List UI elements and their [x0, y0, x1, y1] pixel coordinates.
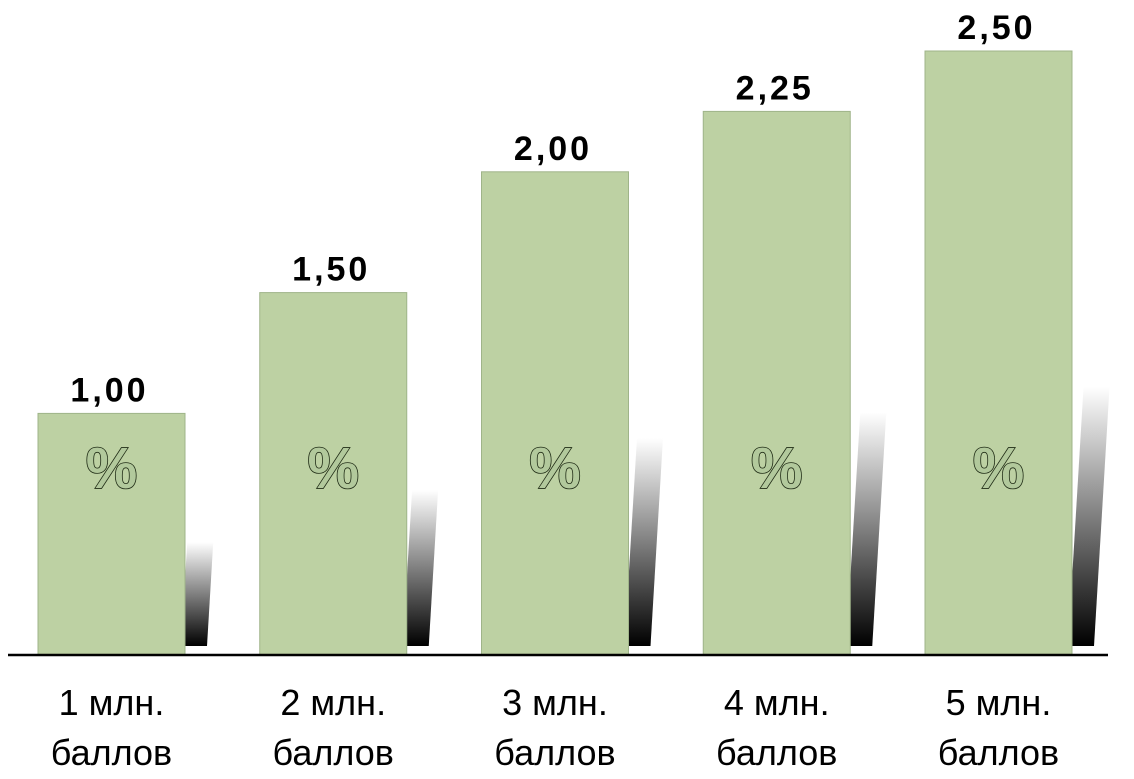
bar-shadows [181, 386, 1110, 646]
category-unit: баллов [494, 732, 615, 773]
percent-symbol: % [751, 436, 803, 501]
category-amount: 1 млн. [59, 682, 165, 723]
bar-shadow [624, 438, 663, 646]
value-labels: 1,00 1,50 2,00 2,25 2,50 [70, 9, 1035, 409]
category-unit: баллов [273, 732, 394, 773]
bars: %%%%% [37, 50, 1073, 656]
category-amount: 4 млн. [724, 682, 830, 723]
percent-symbol: % [529, 436, 581, 501]
bar-shadow [1068, 386, 1110, 646]
data-label: 1,00 [70, 371, 148, 409]
category-amount: 5 млн. [946, 682, 1052, 723]
category-unit: баллов [938, 732, 1059, 773]
bar-shadow [181, 542, 214, 646]
category-tick-label: 5 млн. баллов [938, 682, 1059, 773]
percent-symbol: % [973, 436, 1025, 501]
category-amount: 2 млн. [280, 682, 386, 723]
category-tick-label: 4 млн. баллов [716, 682, 837, 773]
bar [702, 110, 851, 656]
data-label: 1,50 [292, 251, 370, 289]
bar-shadow [402, 490, 439, 646]
category-unit: баллов [716, 732, 837, 773]
category-amount: 3 млн. [502, 682, 608, 723]
category-tick-label: 2 млн. баллов [273, 682, 394, 773]
data-label: 2,00 [514, 130, 592, 168]
bar-shadow [846, 412, 887, 646]
data-label: 2,25 [736, 69, 814, 107]
bar [481, 171, 629, 656]
category-tick-label: 3 млн. баллов [494, 682, 615, 773]
category-tick-label: 1 млн. баллов [51, 682, 172, 773]
data-label: 2,50 [957, 9, 1035, 47]
percent-symbol: % [86, 436, 138, 501]
bar [259, 292, 408, 656]
category-unit: баллов [51, 732, 172, 773]
percent-symbol: % [307, 436, 359, 501]
bar [924, 50, 1073, 656]
